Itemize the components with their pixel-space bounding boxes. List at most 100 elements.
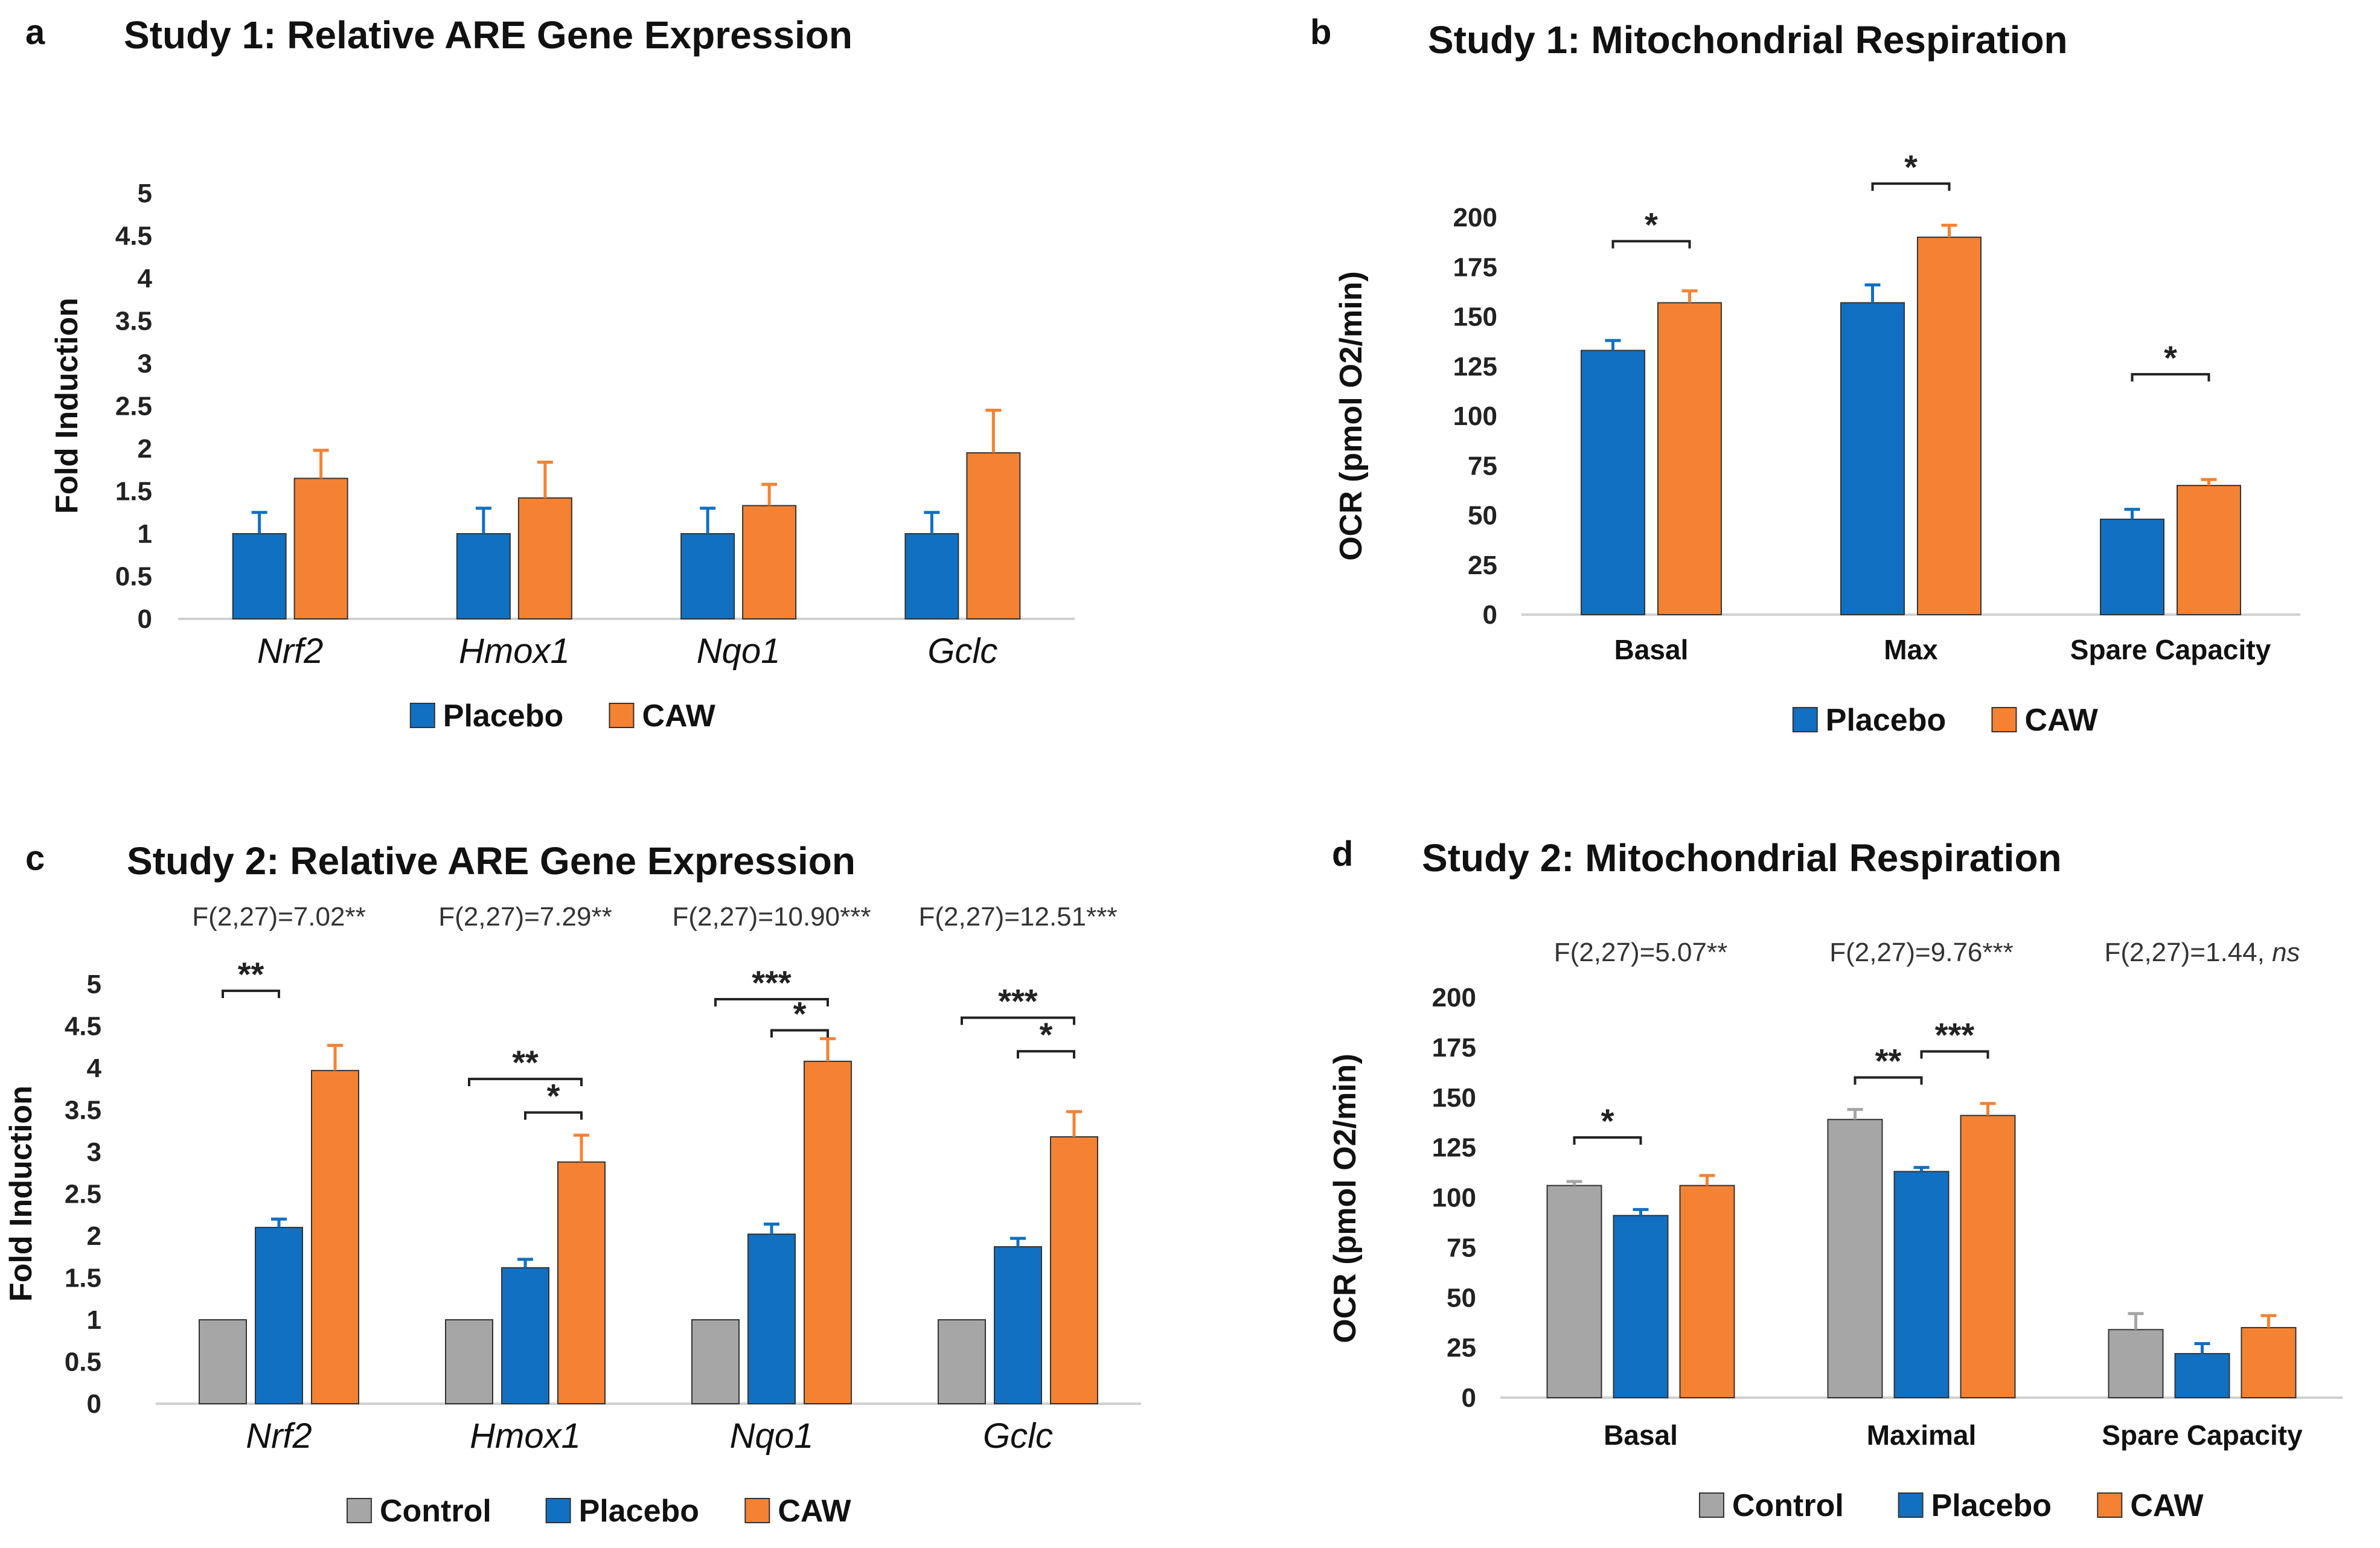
legend-label: Control	[1732, 1488, 1844, 1523]
significance-bracket	[222, 990, 280, 999]
category-labels: Basal Maximal Spare Capacity	[1604, 1419, 2303, 1451]
legend-swatch-control	[346, 1498, 372, 1523]
bar-caw-spare-capacity	[2177, 485, 2241, 616]
bar-placebo-spare-capacity	[2174, 1353, 2230, 1399]
anova-labels: F(2,27)=5.07** F(2,27)=9.76*** F(2,27)=1.4…	[1554, 938, 2300, 967]
y-tick-labels: 0 0.5 1 1.5 2 2.5 3 3.5 4 4.5 5	[115, 179, 153, 634]
y-tick-label: 50	[1447, 1283, 1476, 1313]
chart-title: Study 1: Relative ARE Gene Expression	[124, 13, 853, 57]
bar-control-basal	[1546, 1185, 1602, 1398]
bars	[232, 409, 1021, 620]
y-tick-label: 0	[138, 604, 152, 634]
legend-label: CAW	[2024, 703, 2098, 738]
category-label: Basal	[1604, 1419, 1678, 1451]
anova-label: F(2,27)=12.51***	[919, 902, 1118, 932]
category-label: Max	[1884, 634, 1938, 665]
significance-stars: ***	[998, 982, 1038, 1020]
anova-statistic: F(2,27)=7.02	[192, 902, 345, 932]
y-tick-label: 100	[1432, 1183, 1476, 1213]
bar-caw-nrf2	[311, 1070, 359, 1405]
bar-caw-spare-capacity	[2241, 1326, 2297, 1399]
bar-placebo-maximal	[1893, 1171, 1950, 1399]
legend-swatch-placebo	[545, 1498, 571, 1523]
category-label: Nrf2	[246, 1416, 312, 1456]
category-label: Spare Capacity	[2102, 1419, 2303, 1451]
bar-caw-hmox1	[557, 1161, 606, 1405]
category-label: Spare Capacity	[2070, 634, 2271, 665]
category-label: Hmox1	[470, 1416, 581, 1456]
panel-letter: d	[1332, 834, 1353, 874]
anova-label: F(2,27)=1.44, ns	[2104, 938, 2300, 967]
y-tick-labels: 0 0.5 1 1.5 2 2.5 3 3.5 4 4.5 5	[65, 970, 102, 1419]
bar-placebo-hmox1	[456, 533, 511, 619]
significance-brackets: ********* ****	[222, 955, 1075, 1120]
significance-stars: ***	[1935, 1016, 1975, 1054]
bar-placebo-gclc	[994, 1246, 1042, 1405]
y-tick-label: 2	[87, 1221, 101, 1251]
anova-significance: ***	[840, 902, 871, 932]
legend-swatch-caw	[2097, 1492, 2123, 1518]
panel-a: a Study 1: Relative ARE Gene Expression Fo…	[25, 13, 1075, 734]
significance-stars: **	[238, 955, 264, 993]
y-tick-label: 0	[1483, 600, 1497, 630]
anova-label: F(2,27)=10.90***	[673, 902, 871, 932]
y-tick-label: 175	[1453, 252, 1497, 282]
y-tick-label: 0	[1462, 1383, 1476, 1413]
legend-label: Placebo	[443, 699, 563, 734]
category-label: Basal	[1614, 634, 1689, 665]
bar-control-gclc	[938, 1319, 986, 1404]
bar-placebo-nqo1	[680, 533, 735, 619]
anova-statistic: F(2,27)=1.44,	[2104, 938, 2272, 967]
significance-bracket	[714, 998, 829, 1007]
bars	[1581, 223, 2241, 616]
bar-placebo-gclc	[904, 533, 959, 619]
y-tick-label: 1.5	[115, 477, 152, 507]
y-tick-label: 75	[1468, 451, 1497, 481]
legend-swatch-placebo	[1792, 707, 1818, 732]
significance-bracket	[1573, 1136, 1642, 1145]
anova-statistic: F(2,27)=7.29	[438, 902, 591, 932]
significance-stars: *	[1904, 148, 1918, 186]
y-tick-label: 150	[1432, 1083, 1476, 1113]
legend-swatch-caw	[1991, 707, 2017, 732]
significance-stars: *	[1040, 1015, 1053, 1054]
bar-caw-hmox1	[517, 497, 572, 620]
panel-c: c Study 2: Relative ARE Gene Expression Fo…	[4, 839, 1141, 1529]
legend: Placebo CAW	[1792, 703, 2099, 738]
anova-statistic: F(2,27)=12.51	[919, 902, 1087, 932]
legend-swatch-caw	[609, 703, 635, 728]
bar-caw-gclc	[966, 452, 1021, 619]
bar-control-maximal	[1827, 1119, 1883, 1398]
y-tick-label: 25	[1468, 551, 1497, 580]
y-tick-label: 3.5	[115, 307, 152, 336]
category-labels: Basal Max Spare Capacity	[1614, 634, 2271, 665]
anova-significance: **	[345, 902, 365, 932]
y-tick-label: 125	[1453, 352, 1497, 382]
y-tick-label: 4	[87, 1054, 102, 1083]
legend-label: CAW	[778, 1494, 851, 1529]
legend-label: CAW	[642, 699, 715, 734]
legend-swatch-placebo	[1898, 1492, 1924, 1518]
category-label: Nqo1	[730, 1416, 814, 1456]
y-tick-label: 200	[1453, 203, 1497, 232]
legend-label: Placebo	[579, 1494, 699, 1529]
y-tick-label: 150	[1453, 302, 1497, 332]
anova-label: F(2,27)=5.07**	[1554, 938, 1727, 967]
significance-bracket	[961, 1016, 1075, 1025]
y-axis-label: Fold Induction	[50, 298, 85, 514]
category-label: Hmox1	[459, 632, 570, 671]
y-tick-label: 25	[1447, 1333, 1476, 1363]
bar-caw-max	[1917, 236, 1982, 615]
bar-caw-basal	[1679, 1185, 1735, 1398]
y-tick-labels: 0 25 50 75 100 125 150 175 200	[1432, 983, 1476, 1413]
significance-stars: **	[1875, 1042, 1902, 1080]
anova-label: F(2,27)=7.02**	[192, 902, 365, 932]
panel-letter: c	[25, 839, 45, 878]
chart-title: Study 2: Mitochondrial Respiration	[1422, 836, 2062, 880]
anova-statistic: F(2,27)=9.76	[1829, 938, 1982, 967]
significance-bracket	[770, 1029, 829, 1038]
y-tick-label: 4.5	[115, 222, 152, 251]
y-tick-label: 1.5	[65, 1264, 101, 1293]
category-label: Nrf2	[257, 632, 324, 671]
